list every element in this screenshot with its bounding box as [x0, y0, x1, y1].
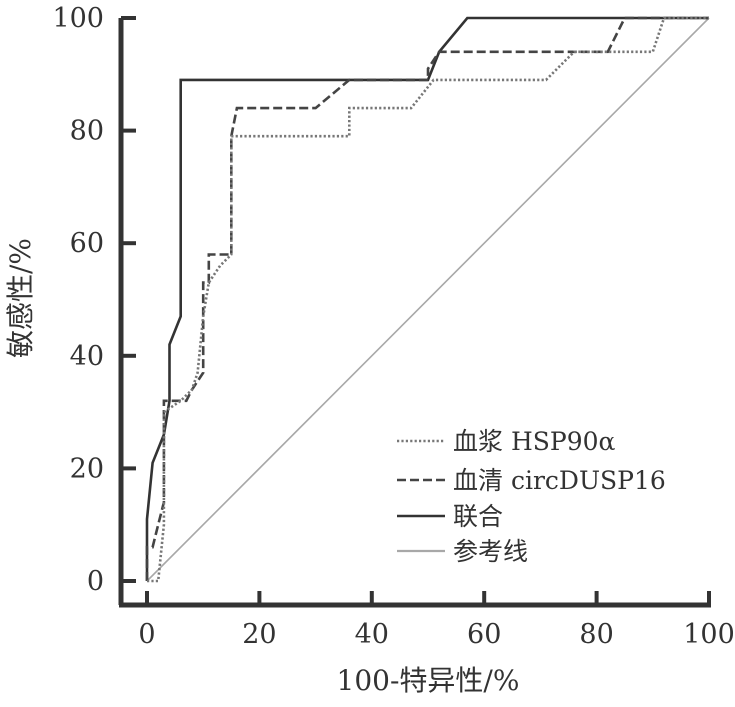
x-tick-label: 80: [579, 619, 613, 650]
x-axis-title: 100-特异性/%: [337, 664, 520, 697]
series-line-2: [145, 16, 709, 581]
y-tick-label: 60: [70, 228, 104, 259]
legend-label-3: 参考线: [453, 537, 528, 566]
plot-lines: [145, 16, 710, 583]
x-tick-label: 20: [242, 619, 276, 650]
y-tick-label: 100: [52, 3, 104, 34]
x-tick-labels: 0 20 40 60 80 100: [138, 619, 734, 650]
x-tick-label: 60: [467, 619, 501, 650]
y-tick-label: 0: [87, 566, 104, 597]
y-tick-label: 80: [70, 116, 104, 147]
x-tick-label: 40: [355, 619, 389, 650]
legend-label-2: 联合: [453, 502, 503, 531]
series-line-1: [145, 16, 709, 581]
y-tick-label: 20: [70, 453, 104, 484]
x-tick-label: 100: [683, 619, 735, 650]
legend-label-1: 血清 circDUSP16: [453, 466, 666, 495]
y-axis-title: 敏感性/%: [4, 238, 37, 358]
x-tick-label: 0: [138, 619, 155, 650]
series-line-3: [146, 17, 710, 582]
y-tick-labels: 0 20 40 60 80 100: [52, 3, 104, 597]
y-tick-label: 40: [70, 341, 104, 372]
axes: [118, 16, 711, 608]
series-line-0: [147, 16, 709, 583]
legend-label-0: 血浆 HSP90α: [453, 427, 616, 456]
